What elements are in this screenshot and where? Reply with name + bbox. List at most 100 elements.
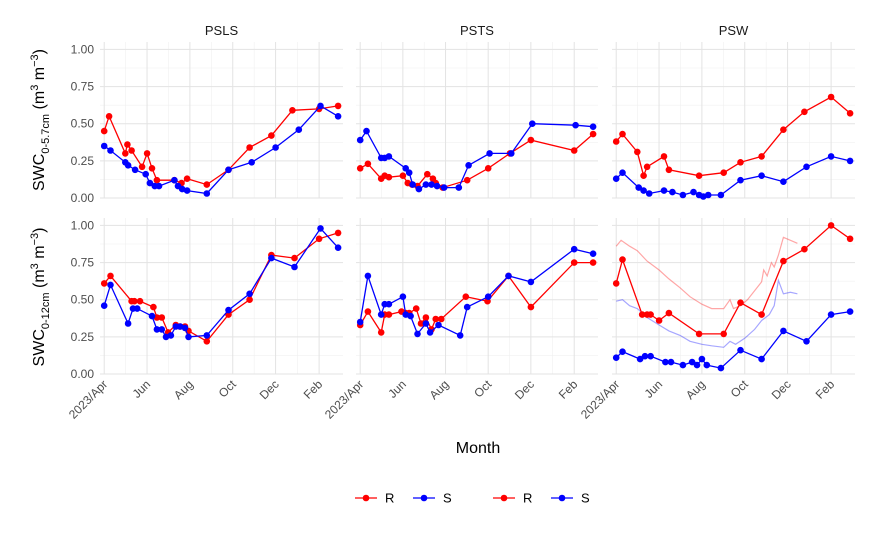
svg-text:SWC0-12cm (m3 m−3): SWC0-12cm (m3 m−3) xyxy=(29,228,52,367)
data-point xyxy=(660,153,668,160)
data-point xyxy=(422,181,430,188)
data-point xyxy=(356,318,364,326)
data-point xyxy=(640,187,647,194)
data-point xyxy=(183,187,191,194)
data-point xyxy=(619,348,626,356)
x-tick-label: 2023/Apr xyxy=(66,377,110,421)
data-point xyxy=(698,355,706,363)
panel-background xyxy=(612,218,855,374)
data-point xyxy=(138,163,146,171)
data-point xyxy=(695,172,703,179)
y-tick-label: 1.00 xyxy=(71,42,95,56)
data-point xyxy=(619,169,626,176)
data-point xyxy=(248,159,255,166)
panel-data-top-psts xyxy=(356,120,597,193)
data-point xyxy=(440,184,448,191)
data-point xyxy=(131,297,138,305)
legend-key-point xyxy=(558,494,566,502)
data-point xyxy=(415,185,423,193)
data-point xyxy=(426,329,434,336)
data-point xyxy=(131,166,139,174)
data-point xyxy=(432,315,440,323)
y-tick-label: 0.75 xyxy=(71,80,95,94)
data-point xyxy=(780,126,787,133)
data-point xyxy=(399,172,407,179)
data-point xyxy=(317,102,324,110)
data-point xyxy=(634,148,641,156)
data-point xyxy=(158,326,166,333)
data-point xyxy=(703,361,711,369)
legend-key-point xyxy=(420,494,428,502)
data-point xyxy=(433,182,441,190)
panel-background xyxy=(356,218,598,374)
data-point xyxy=(846,308,854,315)
data-point xyxy=(803,163,810,171)
y-axes: 0.00 0.25 0.50 0.75 1.00 0.00 0.25 0.50 0.75 1.00 xyxy=(71,42,95,381)
data-point xyxy=(107,281,114,289)
data-point xyxy=(246,144,253,151)
data-point xyxy=(148,312,156,320)
data-point xyxy=(295,126,303,133)
x-tick-label: Jun xyxy=(130,377,154,401)
data-point xyxy=(803,338,810,345)
data-point xyxy=(846,235,854,243)
x-tick-label: Oct xyxy=(471,377,495,401)
data-point xyxy=(662,358,669,366)
panel-bottom-psls xyxy=(100,218,343,375)
panel-bottom-psw xyxy=(612,218,855,375)
panel-background xyxy=(612,42,855,198)
data-point xyxy=(364,160,372,168)
data-point xyxy=(827,93,835,101)
data-point xyxy=(455,184,463,191)
data-point xyxy=(107,147,114,154)
data-point xyxy=(780,257,787,265)
data-point xyxy=(246,296,253,304)
legend-key-point xyxy=(362,494,370,502)
facet-label-psw: PSW xyxy=(719,23,749,38)
panel-data-top-psls xyxy=(100,102,342,197)
data-point xyxy=(385,153,393,160)
data-point xyxy=(612,280,620,287)
data-point xyxy=(619,256,626,263)
data-point xyxy=(291,263,298,271)
data-point xyxy=(688,358,696,366)
data-point xyxy=(334,102,342,110)
data-point xyxy=(155,182,163,190)
data-point xyxy=(827,222,835,229)
data-point xyxy=(643,163,651,171)
panel-data-bottom-psw xyxy=(612,222,854,372)
legend-label: S xyxy=(581,491,590,506)
data-point xyxy=(456,332,464,339)
data-point xyxy=(385,311,393,318)
data-point xyxy=(158,314,166,321)
x-tick-label: Aug xyxy=(683,377,708,402)
data-point xyxy=(737,176,744,184)
data-point xyxy=(363,127,370,135)
data-point xyxy=(185,333,192,341)
data-point xyxy=(780,327,787,335)
facet-strips: PSLS PSTS PSW xyxy=(205,23,749,38)
data-point xyxy=(268,132,275,139)
data-point xyxy=(570,147,578,154)
facet-label-psts: PSTS xyxy=(460,23,494,38)
data-point xyxy=(246,290,253,298)
data-point xyxy=(737,159,744,166)
data-point xyxy=(438,315,445,323)
x-tick-label: Feb xyxy=(813,377,838,402)
data-point xyxy=(465,162,472,169)
data-point xyxy=(203,190,211,197)
data-point xyxy=(407,312,414,320)
data-point xyxy=(105,113,113,120)
data-point xyxy=(428,181,435,188)
y-tick-label: 0.75 xyxy=(71,256,95,270)
data-point xyxy=(422,320,430,327)
y-tick-label: 0.50 xyxy=(71,117,95,131)
panel-data-top-psw xyxy=(612,93,854,200)
data-point xyxy=(484,293,492,301)
data-point xyxy=(589,250,597,257)
x-tick-label: Dec xyxy=(512,377,537,402)
data-point xyxy=(693,361,701,369)
data-point xyxy=(665,166,673,174)
data-point xyxy=(289,107,296,114)
